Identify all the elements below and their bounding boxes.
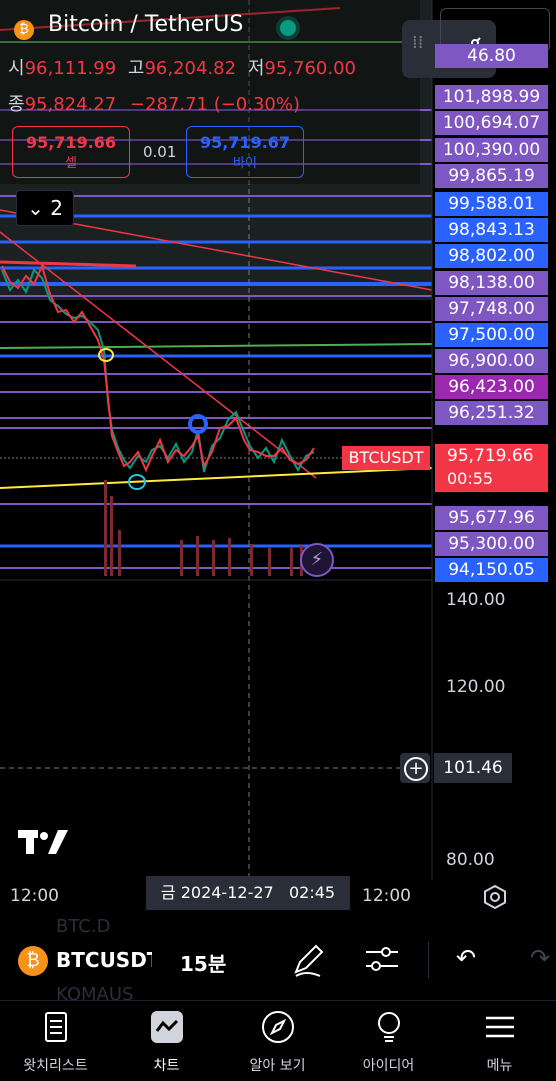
ohlc-row-1: 시96,111.99 고96,204.82 저95,760.00 — [8, 58, 356, 79]
current-price-tag: 95,719.66 00:55 — [435, 444, 548, 492]
volume-bars — [104, 480, 303, 576]
bitcoin-icon: ₿ — [14, 20, 34, 40]
chart-toolbar: BTC.D KOMAUS ₿ BTCUSDT 15분 ↶ ↷ — [0, 916, 556, 1005]
nav-ideas[interactable]: 아이디어 — [333, 1001, 444, 1081]
nav-chart[interactable]: 차트 — [111, 1001, 222, 1081]
legend-panel: ₿ Bitcoin / TetherUS 시96,111.99 고96,204.… — [0, 0, 420, 184]
marker-yellow-circle — [98, 348, 114, 362]
toolbar-divider — [428, 942, 429, 978]
marker-teal-circle — [128, 474, 146, 490]
time-label-left: 12:00 — [10, 886, 59, 906]
close-value: 95,824.27 — [24, 94, 117, 115]
price-level-label: 99,588.01 — [435, 192, 548, 216]
price-level-label: 46.80 — [435, 44, 548, 68]
price-level-label: 98,843.13 — [435, 218, 548, 242]
settings-hexagon-icon[interactable] — [482, 884, 508, 910]
candlestick-series — [1, 263, 315, 473]
lightning-icon[interactable]: ⚡ — [300, 543, 334, 577]
spread-value: 0.01 — [143, 143, 177, 161]
indicator-sliders-icon[interactable] — [364, 944, 400, 976]
marker-blue-circle — [188, 414, 208, 434]
volume-axis-label-bottom: 80.00 — [446, 850, 495, 870]
crosshair-value-label: 101.46 — [434, 753, 512, 783]
market-status-dot-icon — [280, 20, 296, 36]
buy-button[interactable]: 95,719.67 바이 — [186, 126, 304, 178]
chart-pane[interactable]: ⚡ — [0, 0, 556, 940]
price-level-label: 96,423.00 — [435, 375, 548, 399]
price-level-label: 96,900.00 — [435, 349, 548, 373]
menu-icon — [486, 1016, 514, 1038]
plus-circle-icon: + — [404, 757, 428, 781]
chart-icon — [151, 1011, 183, 1043]
price-level-label: 95,300.00 — [435, 532, 548, 556]
symbol-search-button[interactable]: BTCUSDT — [56, 948, 152, 972]
sell-button[interactable]: 95,719.66 셀 — [12, 126, 130, 178]
add-alert-button[interactable]: + — [400, 753, 430, 783]
price-level-label: 100,694.07 — [435, 111, 548, 135]
lightbulb-icon — [378, 1012, 400, 1042]
watchlist-icon — [45, 1012, 67, 1042]
price-level-label: 99,865.19 — [435, 164, 548, 188]
high-value: 96,204.82 — [144, 58, 237, 79]
ohlc-row-2: 종95,824.27 −287.71 (−0.30%) — [8, 94, 301, 115]
price-level-label: 98,138.00 — [435, 271, 548, 295]
pencil-drawing-icon[interactable] — [290, 942, 326, 978]
price-level-label: 97,500.00 — [435, 323, 548, 347]
interval-button[interactable]: 15분 — [180, 952, 227, 976]
current-symbol-tag: BTCUSDT — [342, 446, 430, 470]
drag-handle-icon[interactable]: ⁞⁞ — [412, 32, 424, 53]
open-value: 96,111.99 — [24, 58, 117, 79]
nav-explore[interactable]: 알아 보기 — [222, 1001, 333, 1081]
background-symbol-text-2: KOMAUS — [56, 984, 134, 1005]
price-level-label: 94,150.05 — [435, 558, 548, 582]
price-level-label: 98,802.00 — [435, 244, 548, 268]
price-level-label: 95,677.96 — [435, 506, 548, 530]
price-level-label: 97,748.00 — [435, 297, 548, 321]
price-level-label: 100,390.00 — [435, 138, 548, 162]
crosshair-time-label: 금 2024-12-27 02:45 — [146, 876, 350, 910]
price-scale[interactable]: 46.80 101,898.99 100,694.07 100,390.00 99,86… — [432, 0, 556, 582]
undo-icon[interactable]: ↶ — [456, 944, 477, 972]
horizontal-levels — [0, 41, 433, 569]
volume-axis-label-top: 140.00 — [446, 590, 506, 610]
price-level-label: 101,898.99 — [435, 85, 548, 109]
symbol-title[interactable]: Bitcoin / TetherUS — [48, 12, 244, 37]
volume-axis-label-mid: 120.00 — [446, 677, 506, 697]
nav-menu[interactable]: 메뉴 — [444, 1001, 555, 1081]
price-level-label: 96,251.32 — [435, 401, 548, 425]
tradingview-logo-icon — [18, 828, 68, 858]
bottom-navigation: 왓치리스트 차트 알아 보기 아이디어 메뉴 — [0, 1000, 556, 1081]
collapse-indicators-button[interactable]: ⌄ 2 — [16, 190, 74, 226]
background-symbol-text: BTC.D — [56, 916, 111, 937]
compass-icon — [262, 1011, 294, 1043]
time-label-right: 12:00 — [362, 886, 411, 906]
chevron-down-icon: ⌄ — [27, 196, 44, 220]
change-value: −287.71 (−0.30%) — [129, 94, 301, 115]
redo-icon[interactable]: ↷ — [530, 944, 551, 972]
bitcoin-icon: ₿ — [18, 946, 48, 976]
low-value: 95,760.00 — [264, 58, 356, 79]
nav-watchlist[interactable]: 왓치리스트 — [0, 1001, 111, 1081]
